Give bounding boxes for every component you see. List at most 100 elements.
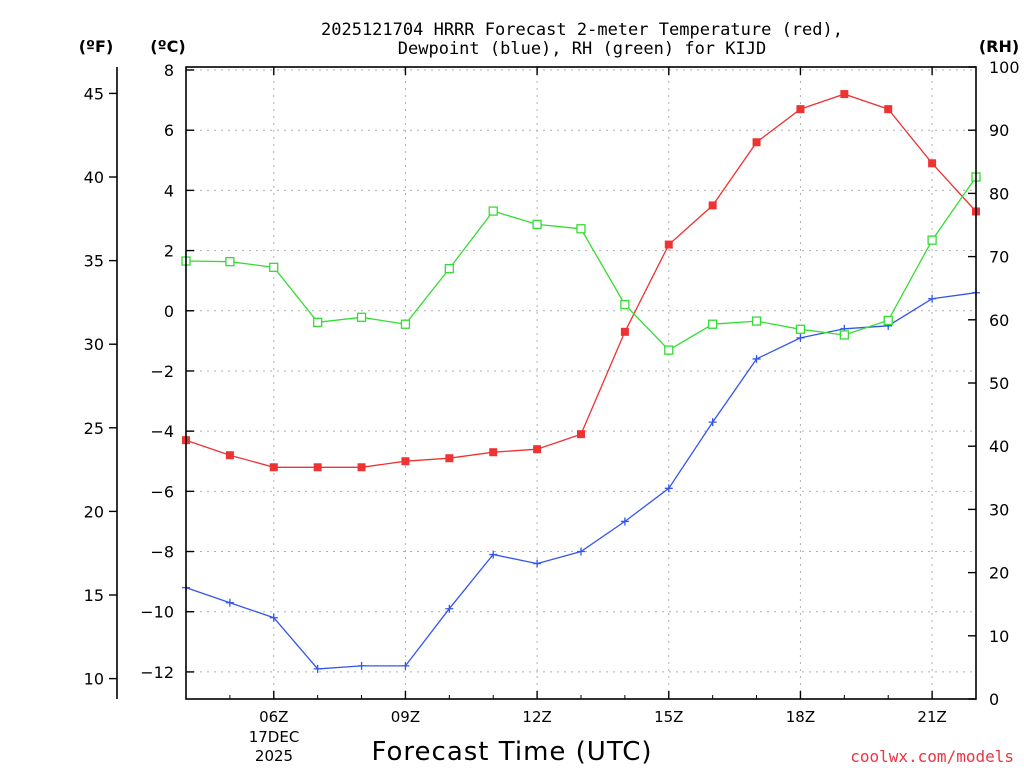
rh-tick-label: 70 <box>989 248 1009 267</box>
dewpoint-point <box>269 613 278 622</box>
dewpoint-point <box>313 664 322 673</box>
gridlines <box>186 67 976 699</box>
fahrenheit-unit-label: (ºF) <box>79 37 114 56</box>
rh-point <box>488 206 498 216</box>
rh-point <box>927 235 937 245</box>
temperature-point <box>664 240 673 249</box>
temperature-point <box>884 105 893 114</box>
rh-tick-label: 100 <box>989 58 1020 77</box>
dewpoint-point <box>620 517 629 526</box>
rh-point <box>620 299 630 310</box>
date-label-year: 2025 <box>255 747 293 765</box>
rh-tick-label: 80 <box>989 184 1009 203</box>
dewpoint-point <box>445 604 454 613</box>
rh-tick-label: 10 <box>989 627 1009 646</box>
plot-frame <box>185 66 977 700</box>
rh-tick-label: 40 <box>989 437 1009 456</box>
fahrenheit-tick-label: 25 <box>84 419 104 438</box>
celsius-tick-label: 4 <box>164 181 174 200</box>
rh-point <box>795 324 806 334</box>
rh-point <box>751 316 762 326</box>
celsius-tick-label: 2 <box>164 242 174 261</box>
fahrenheit-tick-label: 30 <box>84 335 104 354</box>
x-tick-label: 18Z <box>786 708 815 726</box>
dewpoint-point <box>796 333 805 342</box>
rh-point <box>225 257 235 267</box>
chart-title-line1: 2025121704 HRRR Forecast 2-meter Tempera… <box>321 20 843 40</box>
dewpoint-point <box>752 354 761 363</box>
x-axis-title: Forecast Time (UTC) <box>371 737 652 767</box>
fahrenheit-tick-label: 20 <box>84 502 104 521</box>
watermark: coolwx.com/models <box>850 747 1014 766</box>
date-label-day: 17DEC <box>249 728 300 746</box>
rh-point <box>356 312 367 322</box>
x-tick-label: 09Z <box>391 708 420 726</box>
temperature-point <box>620 327 629 336</box>
temperature-point <box>796 105 805 114</box>
celsius-tick-label: 8 <box>164 61 174 80</box>
temperature-point <box>752 138 761 147</box>
rh-point <box>883 315 893 326</box>
celsius-tick-label: 6 <box>164 121 174 140</box>
rh-tick-label: 60 <box>989 311 1009 330</box>
rh-point <box>664 345 674 355</box>
celsius-tick-label: −12 <box>140 663 174 682</box>
rh-tick-label: 0 <box>989 690 999 709</box>
dewpoint-point <box>928 294 937 303</box>
temperature-point <box>269 463 278 472</box>
axes: 06Z 09Z 12Z 15Z 18Z 21Z86420−2−4−6−8−10−12454… <box>84 58 1020 726</box>
dewpoint-point <box>577 547 585 556</box>
rh-tick-label: 50 <box>989 374 1009 393</box>
rh-point <box>532 219 542 230</box>
rh-tick-label: 90 <box>989 121 1009 140</box>
fahrenheit-tick-label: 35 <box>84 252 104 271</box>
dewpoint-point <box>401 661 410 670</box>
x-tick-label: 15Z <box>654 708 683 726</box>
x-tick-label: 06Z <box>259 708 288 726</box>
fahrenheit-tick-label: 15 <box>84 586 104 605</box>
dewpoint-point <box>708 418 717 427</box>
fahrenheit-tick-label: 45 <box>84 84 104 103</box>
rh-point <box>400 319 411 329</box>
dewpoint-line <box>185 292 977 670</box>
celsius-tick-label: −10 <box>140 603 174 622</box>
celsius-tick-label: 0 <box>164 302 174 321</box>
rh-point <box>269 262 279 272</box>
celsius-unit-label: (ºC) <box>150 37 185 56</box>
rh-point <box>839 330 849 340</box>
temperature-line <box>185 93 977 468</box>
rh-point <box>576 224 586 234</box>
rh-point <box>708 319 718 329</box>
temperature-point <box>489 448 498 457</box>
temperature-point <box>401 457 410 466</box>
rh-point <box>313 317 323 327</box>
rh-line <box>185 176 977 351</box>
temperature-point <box>708 201 717 210</box>
dewpoint-point <box>533 559 542 568</box>
x-tick-label: 21Z <box>917 708 946 726</box>
celsius-tick-label: −2 <box>150 362 174 381</box>
celsius-tick-label: −4 <box>150 422 174 441</box>
celsius-tick-label: −6 <box>150 482 174 501</box>
dewpoint-point <box>225 598 234 607</box>
temperature-point <box>840 90 849 99</box>
series-lines <box>181 90 981 673</box>
temperature-point <box>533 445 542 454</box>
dewpoint-point <box>489 550 498 559</box>
dewpoint-point <box>357 661 366 670</box>
dewpoint-point <box>664 484 673 493</box>
rh-unit-label: (RH) <box>979 37 1019 56</box>
temperature-point <box>225 451 234 460</box>
rh-tick-label: 20 <box>989 564 1009 583</box>
rh-tick-label: 30 <box>989 500 1009 519</box>
rh-point <box>444 263 454 274</box>
celsius-tick-label: −8 <box>150 543 174 562</box>
fahrenheit-tick-label: 10 <box>84 670 104 689</box>
x-tick-label: 12Z <box>522 708 551 726</box>
temperature-point <box>313 463 322 472</box>
temperature-point <box>357 463 366 472</box>
chart-title-line2: Dewpoint (blue), RH (green) for KIJD <box>398 39 766 59</box>
temperature-point <box>577 430 585 439</box>
